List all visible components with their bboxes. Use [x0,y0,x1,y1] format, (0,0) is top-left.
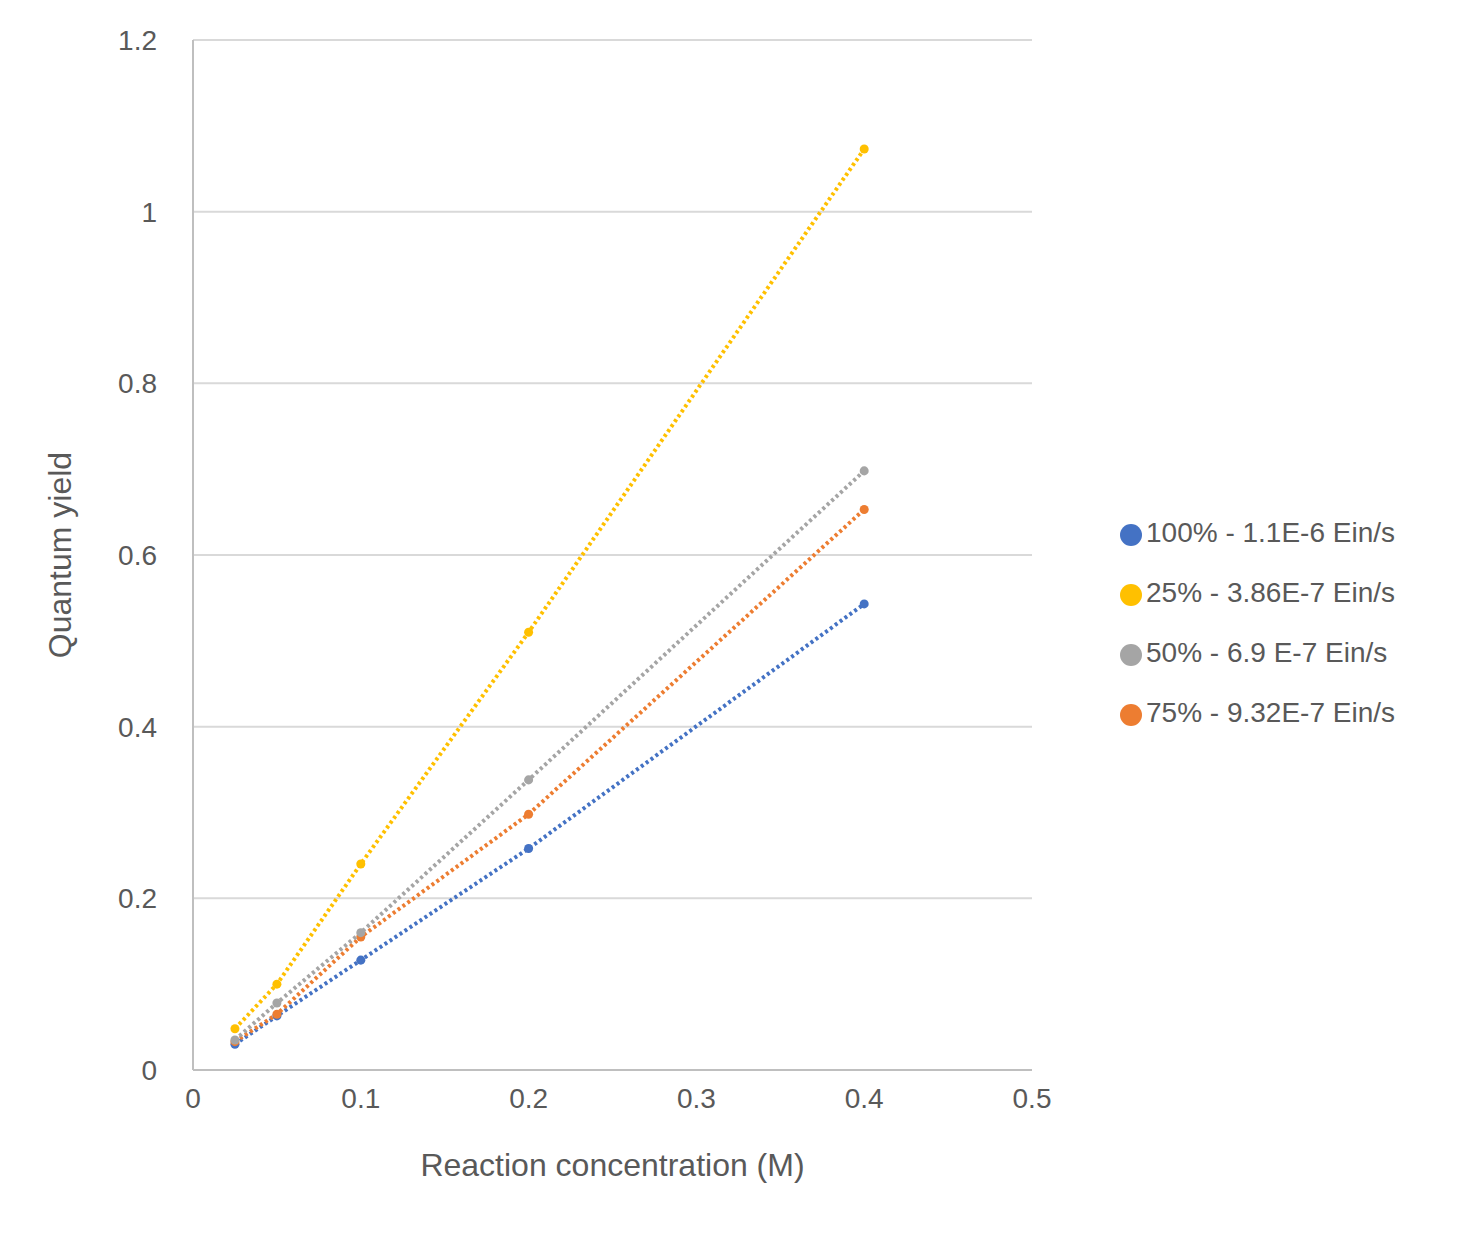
html-text:100% - 1.1E-6 Ein/s: 100% - 1.1E-6 Ein/s [1146,517,1395,548]
svg-text:Quantum yield: Quantum yield [42,452,78,658]
svg-text:0.3: 0.3 [677,1083,716,1114]
svg-text:0.2: 0.2 [509,1083,548,1114]
svg-text:0.4: 0.4 [118,712,157,743]
svg-text:1.2: 1.2 [118,25,157,56]
svg-text:Reaction concentration (M): Reaction concentration (M) [420,1147,804,1183]
html-text:50% - 6.9 E-7 Ein/s: 50% - 6.9 E-7 Ein/s [1146,637,1388,668]
html-text:75% - 9.32E-7 Ein/s: 75% - 9.32E-7 Ein/s [1146,697,1395,728]
svg-text:0.5: 0.5 [1013,1083,1052,1114]
svg-text:0: 0 [141,1055,157,1086]
html-text:25% - 3.86E-7 Ein/s: 25% - 3.86E-7 Ein/s [1146,577,1395,608]
svg-text:0.6: 0.6 [118,540,157,571]
svg-text:0.1: 0.1 [341,1083,380,1114]
svg-text:0.2: 0.2 [118,883,157,914]
svg-text:1: 1 [141,197,157,228]
svg-text:0: 0 [185,1083,201,1114]
svg-text:0.4: 0.4 [845,1083,884,1114]
svg-text:0.8: 0.8 [118,368,157,399]
